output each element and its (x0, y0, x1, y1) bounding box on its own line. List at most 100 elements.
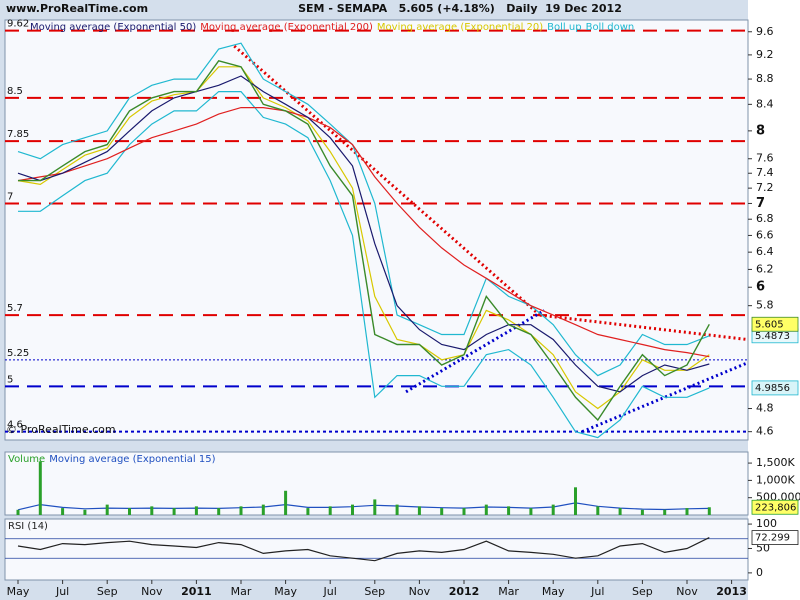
level-label: 9.62 (7, 19, 29, 30)
x-tick-label: May (542, 585, 565, 598)
x-tick-label: 2011 (181, 585, 212, 598)
value-box (751, 530, 799, 545)
x-tick-label: 2012 (449, 585, 480, 598)
source: www.ProRealTime.com (6, 2, 148, 15)
legend-entry: Moving average (Exponential 50) (30, 22, 196, 33)
x-tick-label: Nov (141, 585, 163, 598)
bar (83, 509, 87, 515)
y-tick-label: 1,000K (756, 473, 795, 486)
bar (194, 506, 198, 515)
bar (150, 506, 154, 515)
bar (529, 508, 533, 515)
y-tick-label: 9.2 (756, 48, 774, 61)
trendline (405, 309, 546, 394)
series-line (17, 107, 710, 358)
x-tick-label: Jul (590, 585, 604, 598)
series-line (17, 75, 710, 393)
y-tick-label: 6.8 (756, 212, 774, 225)
level-label: 8.5 (7, 86, 23, 97)
x-tick-label: Sep (97, 585, 118, 598)
y-tick-label: 7.2 (756, 181, 774, 194)
legend-entry: Boll up (547, 22, 581, 33)
legend-entry: Volume (8, 454, 45, 465)
value-box (751, 499, 799, 515)
value-box (751, 316, 799, 332)
y-tick-label: 9.6 (756, 25, 774, 38)
bar (618, 508, 622, 515)
y-tick-label: 8.4 (756, 97, 774, 110)
bar (16, 509, 20, 515)
x-tick-label: Nov (676, 585, 698, 598)
bar (217, 508, 221, 515)
series-line (17, 42, 710, 377)
y-tick-label: 8 (756, 123, 765, 138)
bar (640, 509, 644, 515)
level-label: 7 (7, 191, 13, 202)
value-label: 5.4873 (755, 331, 790, 342)
y-tick-label: 100 (756, 517, 777, 530)
y-tick-label: 6.2 (756, 262, 774, 275)
price-line (18, 59, 710, 422)
bar (462, 508, 466, 515)
bar (417, 506, 421, 515)
bar (284, 490, 288, 515)
bar (685, 508, 689, 515)
bar (507, 506, 511, 515)
x-tick-label: May (274, 585, 297, 598)
bar (351, 504, 354, 515)
legend-entry: RSI (14) (8, 521, 48, 532)
y-tick-label: 6.6 (756, 228, 774, 241)
legend-entry: Boll down (586, 22, 635, 33)
x-tick-label: Sep (632, 585, 653, 598)
bar (395, 504, 399, 515)
bar (663, 509, 667, 515)
x-tick-label: Jul (323, 585, 337, 598)
legend-entry: Moving average (Exponential 200) (200, 22, 373, 33)
bar (306, 508, 310, 515)
y-tick-label: 7.6 (756, 152, 774, 165)
bar (105, 504, 109, 515)
y-tick-label: 7.4 (756, 166, 774, 179)
bar (38, 461, 42, 515)
bar (440, 508, 444, 515)
y-tick-label: 1,500K (756, 456, 795, 469)
bar (239, 506, 243, 515)
bar (128, 508, 131, 515)
x-tick-label: Nov (409, 585, 431, 598)
y-tick-label: 8.8 (756, 72, 774, 85)
bar (574, 487, 577, 515)
y-tick-label: 0 (756, 566, 763, 579)
y-tick-label: 6.4 (756, 245, 774, 258)
bar (172, 508, 176, 515)
x-tick-label: Jul (55, 585, 69, 598)
y-tick-label: 4.6 (756, 425, 774, 438)
x-tick-label: Mar (231, 585, 252, 598)
chart-title: SEM - SEMAPA 5.605 (+4.18%) Daily 19 Dec… (298, 2, 622, 15)
x-tick-label: Sep (364, 585, 385, 598)
level-label: 5 (7, 374, 13, 385)
copyright: © ProRealTime.com (6, 423, 116, 436)
x-tick-label: May (7, 585, 30, 598)
value-label: 223,806 (755, 502, 796, 513)
x-tick-label: 2013 (716, 585, 747, 598)
panel (4, 19, 749, 441)
series-line (17, 66, 710, 410)
panel (4, 451, 749, 516)
bar (551, 504, 555, 515)
value-box (751, 380, 799, 396)
y-tick-label: 7 (756, 196, 765, 211)
bar (484, 504, 488, 515)
legend-entry: Moving average (Exponential 20) (377, 22, 543, 33)
bar (61, 508, 65, 515)
bar (373, 499, 377, 515)
y-tick-label: 4.8 (756, 402, 774, 415)
value-label: 5.605 (755, 319, 784, 330)
y-tick-label: 6 (756, 280, 765, 295)
level-label: 7.85 (7, 129, 29, 140)
level-label: 5.7 (7, 303, 23, 314)
series-line (17, 537, 710, 562)
bar (328, 506, 332, 515)
value-label: 72.299 (755, 533, 790, 544)
